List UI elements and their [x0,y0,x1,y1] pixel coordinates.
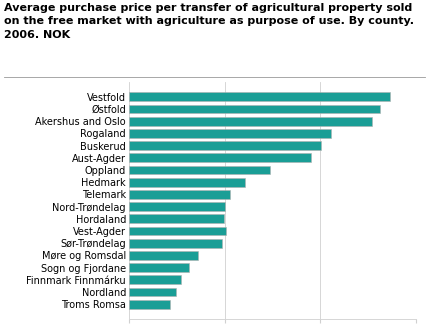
Bar [129,153,311,162]
Bar [129,178,245,186]
Bar [129,275,181,284]
Bar [129,300,170,309]
Bar [129,117,372,126]
Bar [129,105,380,113]
Bar [129,129,331,138]
Bar [129,263,189,272]
Bar [129,141,321,150]
Text: Average purchase price per transfer of agricultural property sold
on the free ma: Average purchase price per transfer of a… [4,3,414,40]
Bar [129,288,175,296]
Bar [129,166,269,174]
Bar [129,251,198,260]
Bar [129,227,227,235]
Bar [129,190,230,199]
Bar [129,92,390,101]
Bar [129,239,222,248]
Bar [129,215,224,223]
Bar [129,202,226,211]
